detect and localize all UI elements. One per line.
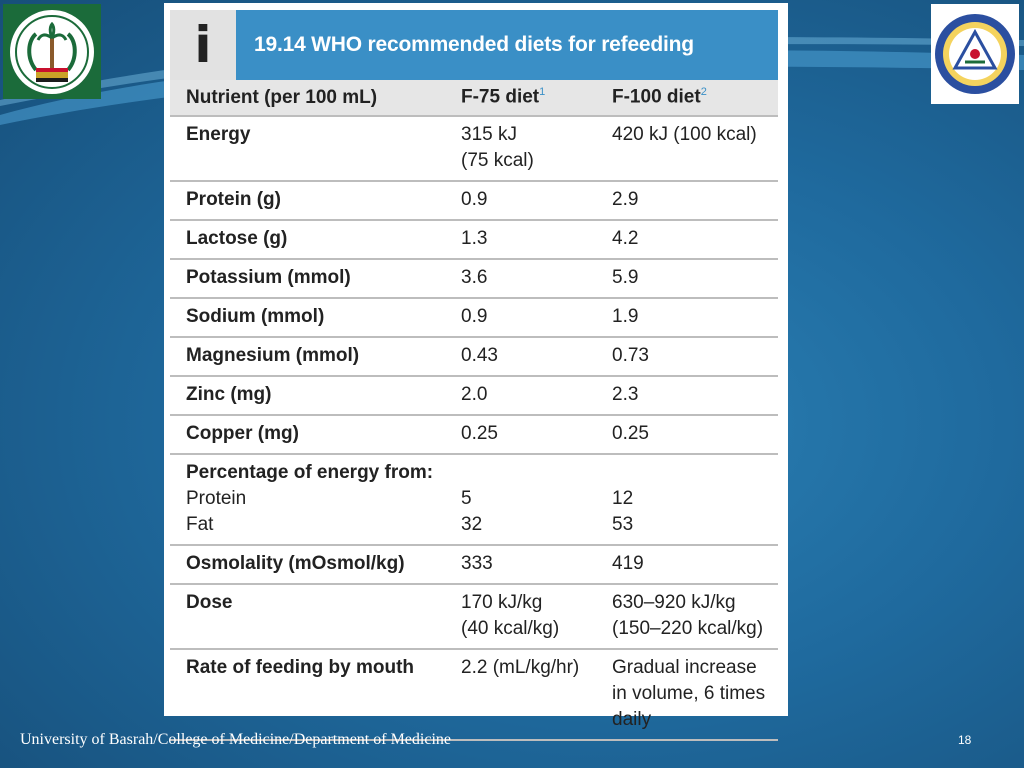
table-row: Osmolality (mOsmol/kg) 333 419 [170,545,778,585]
f100-value: Gradual increase in volume, 6 times daily [596,649,778,741]
info-letter: i [194,16,212,74]
f75-value: 0.25 [445,415,596,455]
f100-value: 4.2 [596,220,778,260]
table-row: Rate of feeding by mouth 2.2 (mL/kg/hr) Gr… [170,649,778,741]
nutrient-name: Rate of feeding by mouth [170,649,445,741]
table-body: Energy 315 kJ (75 kcal) 420 kJ (100 kcal) Pr… [170,116,778,741]
table-row: Dose 170 kJ/kg (40 kcal/kg) 630–920 kJ/kg (1… [170,584,778,650]
f75-value: 3.6 [445,259,596,299]
nutrient-subitem: Fat [186,514,214,535]
nutrient-name: Dose [170,584,445,650]
table-header-row: Nutrient (per 100 mL) F-75 diet1 F-100 d… [170,80,778,117]
f75-value: 2.2 (mL/kg/hr) [445,649,596,741]
f100-value: 5.9 [596,259,778,299]
nutrient-name: Energy [170,116,445,182]
table-row: Lactose (g) 1.3 4.2 [170,220,778,260]
refeeding-diet-table: Nutrient (per 100 mL) F-75 diet1 F-100 d… [170,80,778,741]
nutrient-name: Zinc (mg) [170,376,445,416]
page-number: 18 [958,733,972,747]
table-row: Sodium (mmol) 0.9 1.9 [170,298,778,338]
f75-value: 333 [445,545,596,585]
table-row: Copper (mg) 0.25 0.25 [170,415,778,455]
f100-value: 1.9 [596,298,778,338]
header-nutrient: Nutrient (per 100 mL) [170,80,445,117]
f75-value: 315 kJ (75 kcal) [445,116,596,182]
f75-value: 1.3 [445,220,596,260]
f100-value: 420 kJ (100 kcal) [596,116,778,182]
f100-value: 2.9 [596,181,778,221]
nutrient-name: Lactose (g) [170,220,445,260]
table-row: Potassium (mmol) 3.6 5.9 [170,259,778,299]
f75-value: 0.9 [445,181,596,221]
slide-footer: University of Basrah/College of Medicine… [20,731,451,748]
f75-value: 0.43 [445,337,596,377]
table-header-bar: i 19.14 WHO recommended diets for refeed… [170,10,778,80]
nutrient-name: Osmolality (mOsmol/kg) [170,545,445,585]
nutrient-subitem: Protein [186,488,247,509]
nutrient-name: Protein (g) [170,181,445,221]
nutrition-table-card: i 19.14 WHO recommended diets for refeed… [164,3,788,741]
f100-value: 12 53 [596,454,778,546]
f100-value: 0.25 [596,415,778,455]
f100-value: 630–920 kJ/kg (150–220 kcal/kg) [596,584,778,650]
header-f75: F-75 diet1 [445,80,596,117]
table-row: Percentage of energy from: Protein Fat 5 32… [170,454,778,546]
f75-value: 5 32 [445,454,596,546]
f75-value: 170 kJ/kg (40 kcal/kg) [445,584,596,650]
footnote-2: 2 [700,86,707,99]
nutrient-name: Magnesium (mmol) [170,337,445,377]
ministry-emblem-icon [10,9,94,94]
nutrient-name: Sodium (mmol) [170,298,445,338]
f75-value: 2.0 [445,376,596,416]
header-f100: F-100 diet2 [596,80,778,117]
university-logo [931,4,1019,104]
nutrient-name: Potassium (mmol) [170,259,445,299]
table-row: Protein (g) 0.9 2.9 [170,181,778,221]
f100-value: 0.73 [596,337,778,377]
table-row: Zinc (mg) 2.0 2.3 [170,376,778,416]
f100-value: 419 [596,545,778,585]
university-emblem-icon [935,14,1015,94]
footnote-1: 1 [539,86,546,99]
nutrient-name: Copper (mg) [170,415,445,455]
f75-value: 0.9 [445,298,596,338]
f100-value: 2.3 [596,376,778,416]
table-row: Energy 315 kJ (75 kcal) 420 kJ (100 kcal) [170,116,778,182]
table-row: Magnesium (mmol) 0.43 0.73 [170,337,778,377]
table-title: 19.14 WHO recommended diets for refeedin… [254,33,694,56]
ministry-logo [3,4,101,99]
nutrient-name: Percentage of energy from: Protein Fat [170,454,445,546]
info-icon: i [170,10,236,80]
